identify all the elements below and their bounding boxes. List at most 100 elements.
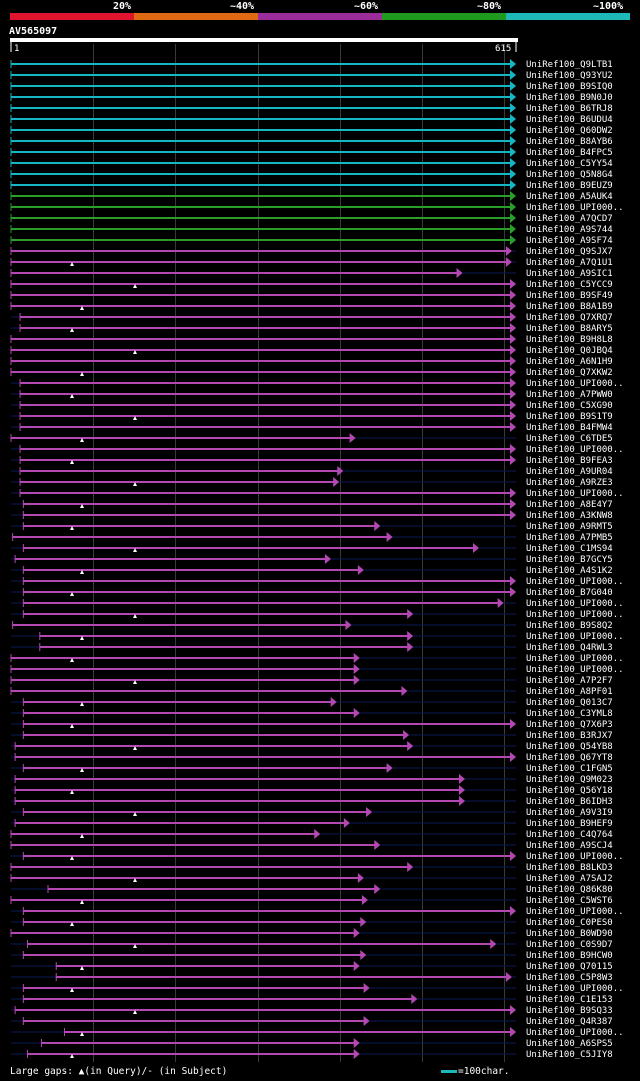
query-gap-marker (80, 438, 84, 442)
hit-arrow (510, 290, 516, 300)
hit-name: UniRef100_B0WD90 (526, 929, 613, 939)
hit-bar (11, 932, 355, 934)
hit-arrow (510, 411, 516, 421)
query-gap-marker (80, 1032, 84, 1036)
hit-bar (11, 833, 316, 835)
hit-bar (23, 987, 365, 989)
hit-row: UniRef100_C5WST6 (10, 895, 613, 906)
hit-row: UniRef100_C5YCC9 (10, 279, 613, 290)
hit-bar (11, 129, 511, 131)
hit-name: UniRef100_A6N1H9 (526, 357, 613, 367)
hit-name: UniRef100_A9UR04 (526, 467, 613, 477)
query-gap-marker (133, 548, 137, 552)
hit-bar (20, 327, 511, 329)
hit-row: UniRef100_UPI000.. (11, 609, 624, 620)
hit-bar (15, 756, 512, 758)
hit-name: UniRef100_C5YY54 (526, 159, 613, 169)
hit-row: UniRef100_C1FGN5 (11, 763, 613, 774)
hit-row: UniRef100_UPI000.. (11, 488, 624, 499)
hit-arrow (349, 433, 356, 443)
query-gap-marker (80, 768, 84, 772)
hit-arrow (510, 81, 516, 91)
hit-bar (15, 1009, 512, 1011)
hit-row: UniRef100_B9HCW0 (11, 950, 613, 961)
hit-bar (11, 294, 511, 296)
hit-row: UniRef100_C5JIY8 (11, 1049, 613, 1060)
hit-row: UniRef100_Q0JBQ4 (10, 345, 613, 356)
hit-row: UniRef100_UPI000.. (11, 1027, 624, 1038)
hit-name: UniRef100_B8A1B9 (526, 302, 613, 312)
hit-bar (11, 877, 359, 879)
hit-bar (23, 921, 362, 923)
hit-name: UniRef100_B9SQ33 (526, 1006, 613, 1016)
query-gap-marker (70, 394, 74, 398)
hit-row: UniRef100_C1MS94 (11, 543, 613, 554)
hit-row: UniRef100_C5P8W3 (11, 972, 613, 983)
hit-row: UniRef100_B9S1T9 (11, 411, 613, 422)
hit-row: UniRef100_B6UDU4 (10, 114, 613, 125)
query-gap-marker (133, 350, 137, 354)
hit-name: UniRef100_C5JIY8 (526, 1050, 613, 1060)
hit-bar (23, 503, 512, 505)
hit-name: UniRef100_UPI000.. (526, 1028, 624, 1038)
query-name: AV565097 (9, 26, 58, 37)
hit-arrow (510, 213, 516, 223)
hit-name: UniRef100_UPI000.. (526, 632, 624, 642)
hit-bar (15, 778, 461, 780)
hit-name: UniRef100_A7PMB5 (526, 533, 613, 543)
hit-row: UniRef100_Q7X6P3 (11, 719, 613, 730)
hit-arrow (510, 59, 516, 69)
hit-arrow (407, 862, 414, 872)
hit-row: UniRef100_A9V3I9 (11, 807, 613, 818)
query-gap-marker (80, 966, 84, 970)
hit-name: UniRef100_A7Q1U1 (526, 258, 613, 268)
hit-row: UniRef100_A9SIC1 (10, 268, 613, 279)
hit-bar (11, 866, 409, 868)
hit-bar (23, 712, 355, 714)
query-gap-marker (133, 482, 137, 486)
hit-row: UniRef100_A5AUK4 (10, 191, 613, 202)
hit-name: UniRef100_A9S744 (526, 225, 613, 235)
legend-label-80: ~80% (477, 1, 502, 12)
hit-row: UniRef100_B9FEA3 (11, 455, 613, 466)
hit-name: UniRef100_UPI000.. (526, 379, 624, 389)
hit-bar (12, 536, 388, 538)
hit-name: UniRef100_Q56Y18 (526, 786, 613, 796)
hit-name: UniRef100_A4S1K2 (526, 566, 613, 576)
hit-name: UniRef100_Q67YT8 (526, 753, 613, 763)
hit-arrow (353, 664, 360, 674)
hit-bar (15, 745, 409, 747)
hit-arrow (510, 422, 516, 432)
hit-row: UniRef100_B6IDH3 (11, 796, 613, 807)
hit-row: UniRef100_B4FMW4 (11, 422, 613, 433)
hit-row: UniRef100_UPI000.. (11, 631, 624, 642)
hit-bar (23, 525, 376, 527)
hit-row: UniRef100_Q93YU2 (10, 70, 613, 81)
hit-row: UniRef100_A9SF74 (10, 235, 613, 246)
hit-bar (23, 767, 388, 769)
query-gap-marker (70, 1054, 74, 1058)
query-gap-marker (133, 680, 137, 684)
hit-arrow (343, 818, 350, 828)
legend-label-20: 20% (113, 1, 132, 12)
hit-arrow (386, 763, 393, 773)
hit-bar (56, 976, 507, 978)
hit-row: UniRef100_Q5N8G4 (10, 169, 613, 180)
hit-bar (15, 789, 461, 791)
hit-bar (11, 162, 511, 164)
hit-arrow (510, 356, 516, 366)
hit-arrow (357, 565, 364, 575)
hit-row: UniRef100_A7SAJ2 (10, 873, 613, 884)
hit-name: UniRef100_Q70115 (526, 962, 613, 972)
hit-arrow (353, 653, 360, 663)
hit-bar (11, 250, 507, 252)
hit-bar (11, 437, 351, 439)
hit-bar (23, 811, 368, 813)
hit-row: UniRef100_B8AYB6 (10, 136, 613, 147)
hit-name: UniRef100_B7G040 (526, 588, 613, 598)
query-gap-marker (80, 702, 84, 706)
hit-bar (11, 283, 511, 285)
hit-name: UniRef100_B9SF49 (526, 291, 613, 301)
hit-name: UniRef100_Q7XRQ7 (526, 313, 613, 323)
